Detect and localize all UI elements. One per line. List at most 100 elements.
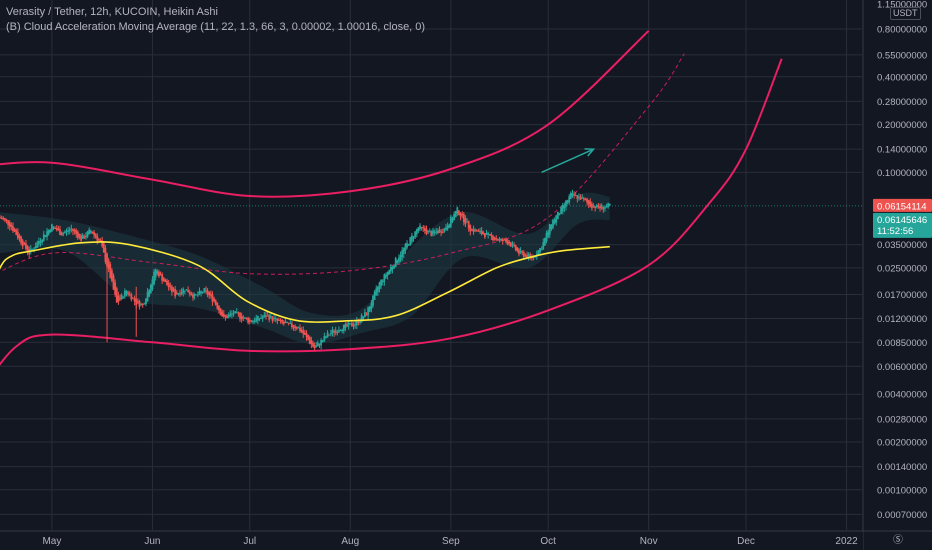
candle[interactable] (219, 307, 222, 316)
candle[interactable] (127, 290, 130, 297)
candle[interactable] (286, 321, 288, 323)
candle[interactable] (125, 290, 128, 297)
candle[interactable] (279, 318, 282, 324)
candle[interactable] (586, 197, 588, 206)
candle[interactable] (545, 230, 548, 244)
candle[interactable] (172, 287, 175, 293)
candle[interactable] (5, 218, 8, 224)
candle[interactable] (229, 310, 232, 318)
candle[interactable] (161, 272, 164, 285)
candle[interactable] (86, 230, 89, 239)
candle[interactable] (265, 311, 267, 320)
candle[interactable] (39, 237, 42, 247)
candle[interactable] (574, 192, 577, 197)
candle[interactable] (299, 324, 301, 333)
timezone-icon[interactable]: Ⓢ (893, 535, 903, 546)
candle[interactable] (3, 217, 6, 223)
candle[interactable] (423, 225, 426, 235)
candle[interactable] (445, 223, 447, 231)
candle[interactable] (261, 315, 264, 322)
candle[interactable] (206, 287, 209, 298)
candle[interactable] (136, 298, 139, 305)
candle[interactable] (174, 286, 177, 299)
candle[interactable] (138, 299, 141, 310)
candle[interactable] (518, 247, 520, 257)
candle[interactable] (566, 199, 569, 205)
candle[interactable] (245, 317, 248, 320)
candle[interactable] (20, 235, 22, 246)
candle[interactable] (13, 227, 16, 233)
candle[interactable] (456, 206, 459, 216)
candle[interactable] (555, 214, 558, 226)
candle[interactable] (417, 227, 420, 234)
candle[interactable] (495, 235, 498, 242)
time-axis[interactable] (0, 531, 863, 550)
candle[interactable] (76, 230, 79, 241)
candle[interactable] (123, 288, 126, 299)
candle[interactable] (466, 218, 468, 223)
candle[interactable] (561, 202, 564, 215)
candle[interactable] (446, 222, 449, 231)
candle[interactable] (243, 316, 246, 319)
candle[interactable] (303, 329, 306, 335)
candle[interactable] (482, 230, 485, 235)
candle[interactable] (47, 229, 50, 236)
candle[interactable] (388, 269, 391, 275)
candle[interactable] (325, 335, 327, 339)
candle[interactable] (333, 329, 335, 337)
candle[interactable] (349, 323, 352, 325)
candle[interactable] (312, 340, 314, 348)
candle[interactable] (255, 314, 258, 323)
candle[interactable] (359, 318, 361, 325)
candle[interactable] (514, 244, 517, 252)
candle[interactable] (544, 237, 546, 247)
candle[interactable] (203, 288, 206, 294)
candle[interactable] (205, 286, 207, 294)
candle[interactable] (469, 224, 472, 236)
candle[interactable] (519, 247, 522, 255)
candle[interactable] (21, 238, 24, 250)
candle[interactable] (328, 334, 331, 336)
candle[interactable] (38, 237, 40, 247)
candle[interactable] (273, 314, 275, 322)
candle[interactable] (269, 313, 272, 319)
candle[interactable] (406, 240, 408, 250)
candle[interactable] (595, 204, 598, 209)
candle[interactable] (114, 279, 117, 297)
candle[interactable] (208, 291, 211, 299)
candle[interactable] (313, 342, 316, 351)
candle[interactable] (266, 311, 269, 317)
candle[interactable] (496, 238, 499, 241)
candle[interactable] (399, 251, 402, 263)
candle[interactable] (16, 228, 19, 241)
candle[interactable] (579, 194, 582, 200)
candle[interactable] (132, 297, 134, 299)
candle[interactable] (224, 314, 227, 321)
candle[interactable] (302, 326, 305, 338)
candle[interactable] (195, 294, 198, 296)
candle[interactable] (149, 283, 152, 294)
candle[interactable] (102, 241, 105, 253)
candle[interactable] (182, 287, 185, 297)
candle[interactable] (222, 310, 225, 319)
candle[interactable] (291, 320, 293, 330)
candle[interactable] (175, 290, 178, 295)
candle[interactable] (148, 289, 151, 298)
candle[interactable] (305, 330, 308, 341)
candle[interactable] (401, 246, 404, 262)
candle[interactable] (380, 279, 383, 289)
candle[interactable] (94, 233, 97, 239)
candle[interactable] (597, 203, 600, 209)
candle[interactable] (44, 235, 47, 238)
candle[interactable] (443, 227, 446, 233)
candle[interactable] (187, 286, 190, 293)
candle[interactable] (62, 231, 65, 237)
candle[interactable] (542, 238, 545, 250)
candle[interactable] (308, 335, 311, 345)
candle[interactable] (412, 235, 415, 242)
candle[interactable] (339, 329, 342, 332)
candle[interactable] (120, 293, 123, 301)
candle[interactable] (289, 319, 292, 325)
